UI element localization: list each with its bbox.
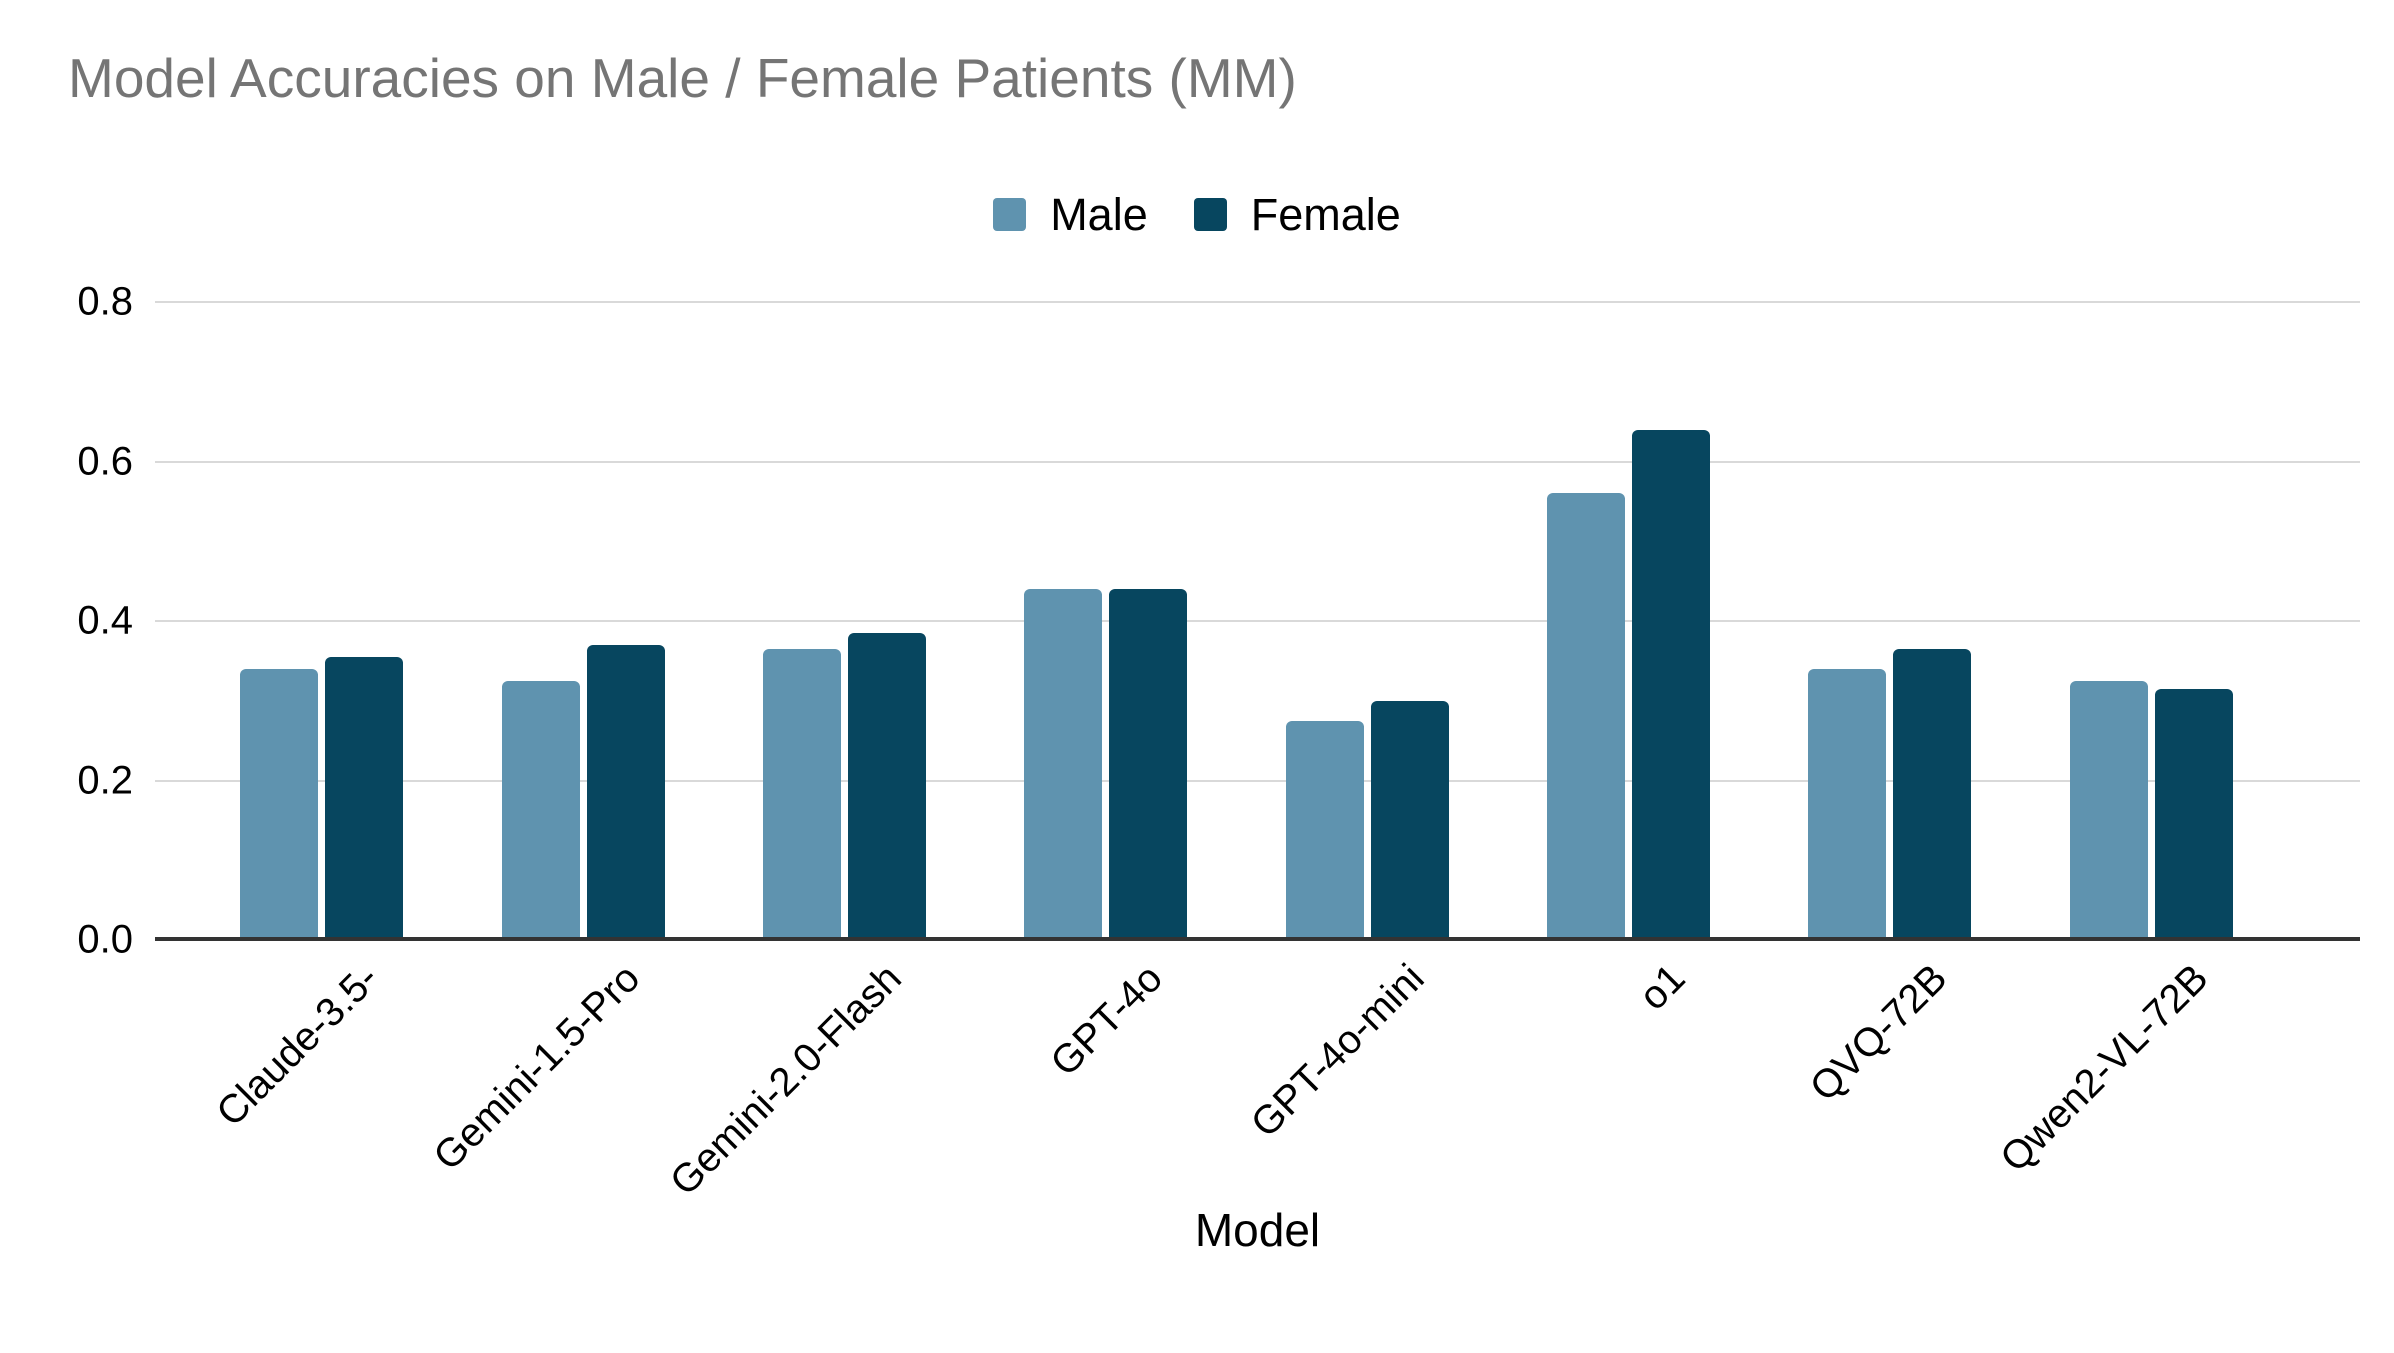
x-tick-label-qwen2-vl-72b: Qwen2-VL-72B bbox=[1991, 956, 2217, 1181]
legend: Male Female bbox=[0, 192, 2394, 237]
bar-male-qvq-72b[interactable] bbox=[1808, 668, 1887, 940]
bar-female-gemini-2.0-flash[interactable] bbox=[847, 632, 926, 940]
bar-group-gemini-2.0-flash: Gemini-2.0-Flash bbox=[662, 240, 926, 1204]
bar-female-gemini-1.5-pro[interactable] bbox=[586, 644, 665, 940]
gridline-0.2 bbox=[155, 779, 2360, 782]
bar-group-gemini-1.5-pro: Gemini-1.5-Pro bbox=[425, 240, 665, 1179]
bar-male-qwen2-vl-72b[interactable] bbox=[2069, 680, 2148, 940]
bar-female-gpt-4o-mini[interactable] bbox=[1370, 700, 1449, 940]
legend-label: Male bbox=[1050, 189, 1148, 240]
bar-male-o1[interactable] bbox=[1547, 493, 1626, 940]
bar-male-claude-3.5-[interactable] bbox=[240, 668, 319, 940]
bar-groups: Claude-3.5- Gemini-1.5-Pro Gemini-2.0-Flas… bbox=[191, 240, 2282, 1204]
x-axis-title: Model bbox=[1194, 1204, 1321, 1256]
male-series-swatch bbox=[993, 198, 1027, 231]
plot-area: Claude-3.5- Gemini-1.5-Pro Gemini-2.0-Flas… bbox=[77, 240, 2360, 1204]
legend-item-male[interactable]: Male bbox=[993, 192, 1148, 237]
x-tick-label-gpt-4o-mini: GPT-4o-mini bbox=[1242, 956, 1433, 1146]
bar-group-qwen2-vl-72b: Qwen2-VL-72B bbox=[1992, 240, 2233, 1180]
bar-group-gpt-4o: GPT-4o bbox=[1024, 240, 1188, 1085]
x-tick-label-gemini-2.0-flash: Gemini-2.0-Flash bbox=[661, 956, 910, 1205]
bar-female-claude-3.5-[interactable] bbox=[325, 656, 404, 940]
x-tick-label-claude-3.5-: Claude-3.5- bbox=[207, 956, 387, 1135]
legend-item-female[interactable]: Female bbox=[1193, 189, 1401, 240]
x-tick-label-gemini-1.5-pro: Gemini-1.5-Pro bbox=[425, 956, 649, 1179]
bar-group-qvq-72b: QVQ-72B bbox=[1801, 240, 1972, 1110]
bar-female-qwen2-vl-72b[interactable] bbox=[2154, 688, 2233, 940]
y-tick-label-0.8: 0.8 bbox=[77, 279, 133, 324]
x-tick-label-qvq-72b: QVQ-72B bbox=[1801, 956, 1956, 1110]
y-tick-label-0.6: 0.6 bbox=[77, 439, 133, 483]
bar-male-gemini-1.5-pro[interactable] bbox=[501, 680, 580, 940]
bar-female-gpt-4o[interactable] bbox=[1109, 589, 1188, 940]
bar-group-claude-3.5-: Claude-3.5- bbox=[208, 240, 404, 1135]
gridline-0.4 bbox=[155, 620, 2360, 622]
bar-female-o1[interactable] bbox=[1632, 429, 1711, 940]
y-tick-label-0.0: 0.0 bbox=[77, 917, 133, 962]
bar-male-gemini-2.0-flash[interactable] bbox=[762, 648, 841, 940]
bar-male-gpt-4o[interactable] bbox=[1024, 589, 1103, 940]
x-tick-label-gpt-4o: GPT-4o bbox=[1042, 956, 1171, 1085]
y-tick-label-0.2: 0.2 bbox=[77, 758, 133, 802]
gridline-0.8 bbox=[155, 301, 2360, 303]
bar-group-o1: o1 bbox=[1547, 240, 1711, 1019]
gridline-0.6 bbox=[155, 460, 2360, 463]
female-series-swatch bbox=[1193, 198, 1227, 231]
x-tick-label-o1: o1 bbox=[1631, 956, 1694, 1019]
bar-group-gpt-4o-mini: GPT-4o-mini bbox=[1242, 240, 1449, 1146]
x-axis-line bbox=[155, 937, 2360, 941]
bar-male-gpt-4o-mini[interactable] bbox=[1285, 720, 1364, 940]
chart-title: Model Accuracies on Male / Female Patien… bbox=[68, 47, 1297, 109]
bar-female-qvq-72b[interactable] bbox=[1893, 648, 1972, 940]
y-tick-label-0.4: 0.4 bbox=[77, 598, 133, 643]
legend-label: Female bbox=[1250, 189, 1401, 240]
